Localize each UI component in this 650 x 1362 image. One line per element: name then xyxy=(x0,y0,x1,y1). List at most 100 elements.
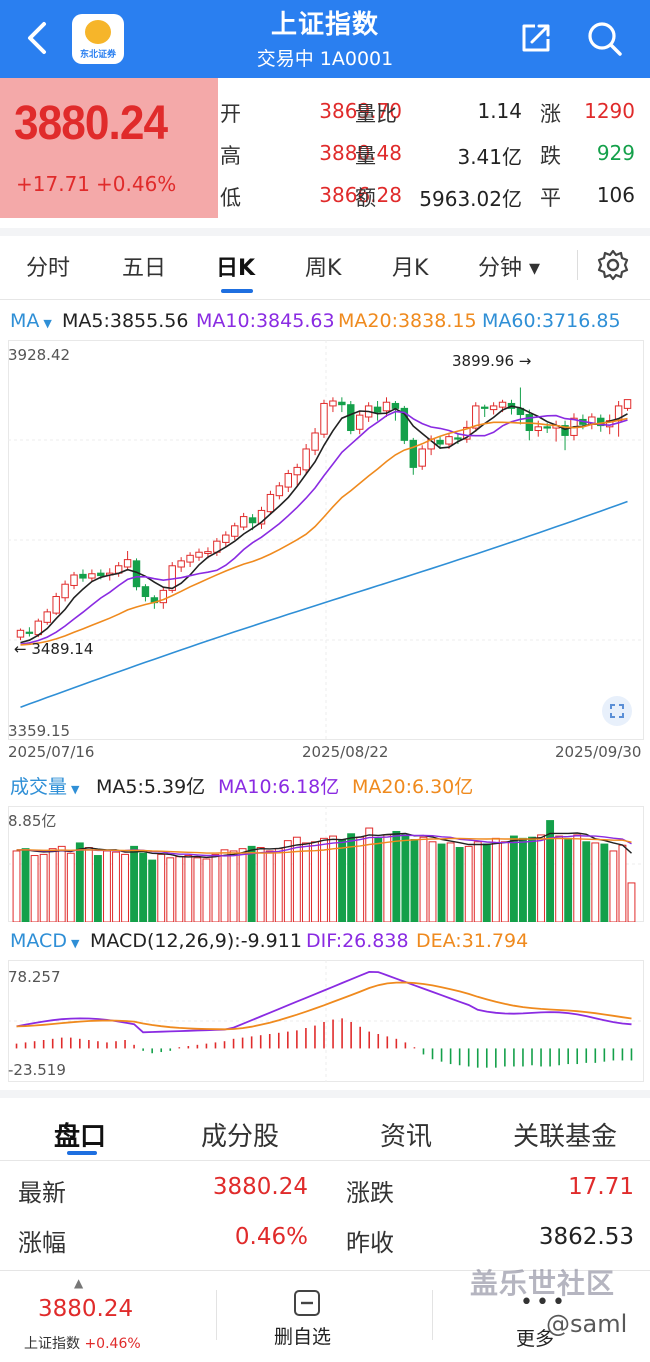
fullscreen-button[interactable] xyxy=(602,696,632,726)
remove-watchlist-label[interactable]: 删自选 xyxy=(274,1326,332,1348)
section-divider xyxy=(0,228,650,236)
volume-bar-up xyxy=(491,837,500,922)
x-axis-label-start: 2025/07/16 xyxy=(8,743,95,761)
watermark-text: 盖乐世社区 xyxy=(470,1267,616,1300)
volume-selector[interactable]: 成交量 ▼ xyxy=(10,772,79,799)
candle-up xyxy=(293,466,301,476)
ma5-line xyxy=(20,405,628,644)
volume-bar-down xyxy=(600,843,609,922)
candle-up xyxy=(472,405,480,429)
macd-y-max-label: 78.257 xyxy=(8,968,61,986)
price-change: +17.71 xyxy=(16,172,91,196)
more-label[interactable]: 更多 xyxy=(516,1328,555,1350)
candlestick-chart[interactable] xyxy=(8,340,644,740)
remove-watchlist-button[interactable] xyxy=(292,1288,322,1318)
stat-label-flat-count: 平 xyxy=(540,186,561,210)
tab-weekly-k[interactable]: 周K xyxy=(305,256,342,281)
ma-selector[interactable]: MA ▼ xyxy=(10,310,52,332)
macd-selector[interactable]: MACD ▼ xyxy=(10,930,79,952)
mascot-icon xyxy=(85,20,111,44)
active-tab-indicator xyxy=(221,289,253,293)
candle-up xyxy=(320,402,328,435)
volume-bar-up xyxy=(175,856,184,922)
candle-down xyxy=(373,406,382,413)
tab-news[interactable]: 资讯 xyxy=(380,1122,433,1152)
candle-down xyxy=(409,439,417,468)
low-marker-label: ← 3489.14 xyxy=(14,640,94,658)
ma5-value: MA5:3855.56 xyxy=(62,310,189,332)
toolbar-divider xyxy=(216,1290,217,1340)
volume-bar-down xyxy=(130,845,139,922)
candle-up xyxy=(463,426,471,440)
bottom-index-name[interactable]: 上证指数 +0.46% xyxy=(24,1336,141,1352)
candle-up xyxy=(123,559,132,568)
candle-up xyxy=(204,551,212,554)
volume-bar-up xyxy=(48,848,57,922)
candle-up xyxy=(534,426,542,432)
bottom-toolbar xyxy=(0,1270,650,1362)
stat-label-amount: 额 xyxy=(355,186,376,210)
volume-bar-up xyxy=(166,857,175,922)
volume-bar-up xyxy=(329,835,337,922)
candle-up xyxy=(177,560,185,568)
dea-value: DEA:31.794 xyxy=(416,930,529,952)
volume-bar-up xyxy=(256,847,265,922)
volume-bar-up xyxy=(157,853,166,922)
volume-label: 成交量 xyxy=(10,776,68,798)
page-subtitle: 交易中 1A0001 xyxy=(256,48,394,70)
candle-down xyxy=(347,404,355,432)
chart-settings-button[interactable] xyxy=(596,248,630,282)
candle-down xyxy=(480,406,489,409)
section-divider xyxy=(0,1090,650,1098)
macd-chart[interactable] xyxy=(8,960,644,1082)
share-button[interactable] xyxy=(518,20,554,56)
dropdown-triangle-icon: ▼ xyxy=(71,783,80,796)
tab-daily-k[interactable]: 日K xyxy=(216,256,256,281)
volume-bar-up xyxy=(419,836,428,922)
stat-up-count: 1290 xyxy=(584,99,635,123)
stat-label-open: 开 xyxy=(220,102,241,126)
logo-text: 东北证券 xyxy=(79,50,116,60)
volume-bar-down xyxy=(75,842,84,922)
volume-bar-up xyxy=(537,834,545,922)
tab-minute[interactable]: 分钟 ▾ xyxy=(478,256,541,281)
more-dots-icon[interactable]: ••• xyxy=(520,1290,568,1315)
candle-up xyxy=(489,405,498,411)
stat-down-count: 929 xyxy=(596,141,635,165)
tabs-divider xyxy=(0,299,650,300)
volume-bar-up xyxy=(292,836,301,922)
dif-value: DIF:26.838 xyxy=(306,930,409,952)
tab-related-funds[interactable]: 关联基金 xyxy=(513,1122,618,1152)
volume-bar-up xyxy=(184,855,193,922)
volume-bar-up xyxy=(627,882,636,922)
tab-five-day[interactable]: 五日 xyxy=(122,256,167,281)
candle-up xyxy=(498,401,507,408)
y-axis-max-label: 3928.42 xyxy=(8,346,71,364)
stat-amount: 5963.02亿 xyxy=(419,187,522,211)
candle-up xyxy=(311,432,319,451)
tab-constituents[interactable]: 成分股 xyxy=(201,1122,280,1152)
collapse-arrow-icon[interactable]: ▲ xyxy=(74,1276,84,1290)
volume-bar-down xyxy=(546,820,555,922)
tab-monthly-k[interactable]: 月K xyxy=(392,256,429,281)
share-icon xyxy=(522,24,550,52)
volume-bar-up xyxy=(573,834,582,922)
gear-icon xyxy=(597,249,629,281)
volume-bar-down xyxy=(392,830,401,922)
vol-ma5-value: MA5:5.39亿 xyxy=(96,776,206,798)
volume-bar-up xyxy=(320,837,328,922)
volume-bar-up xyxy=(618,844,627,922)
high-marker-label: 3899.96 → xyxy=(452,352,532,370)
back-button[interactable] xyxy=(18,16,58,60)
volume-bar-down xyxy=(519,837,527,922)
macd-label: MACD xyxy=(10,930,67,952)
volume-chart[interactable] xyxy=(8,806,644,922)
tab-order-book[interactable]: 盘口 xyxy=(54,1122,107,1152)
volume-bar-down xyxy=(509,835,518,922)
tab-intraday[interactable]: 分时 xyxy=(26,256,71,281)
stat-label-up-count: 涨 xyxy=(540,102,561,126)
candle-up xyxy=(445,436,453,445)
change-value: 17.71 xyxy=(568,1174,634,1200)
search-button[interactable] xyxy=(584,18,624,58)
current-price: 3880.24 xyxy=(14,97,168,150)
